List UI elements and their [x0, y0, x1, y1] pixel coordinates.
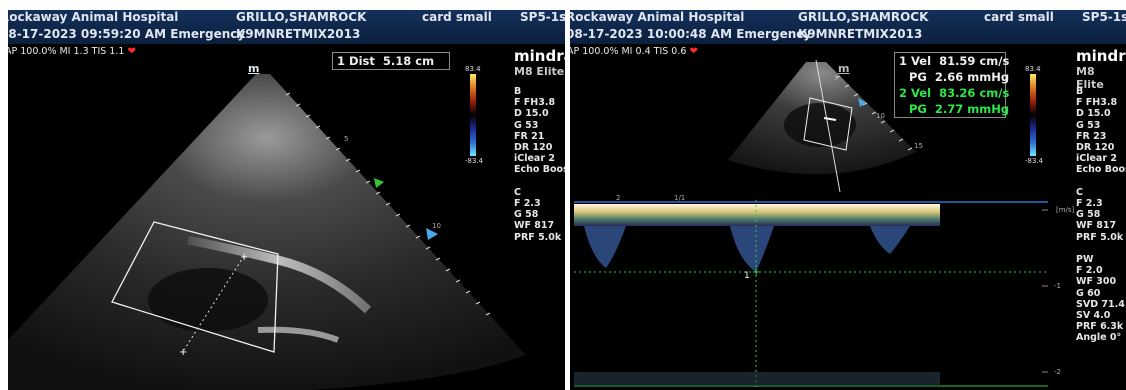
depth-mark-10: 10 — [876, 112, 885, 120]
sample-volume — [823, 117, 837, 121]
right-ultrasound-screen: Rockaway Animal Hospital GRILLO,SHAMROCK… — [570, 10, 1126, 390]
measurement-label: Dist — [349, 54, 375, 68]
meas-1-pg-value: 2.66 mmHg — [934, 70, 1010, 84]
spectral-band — [574, 204, 940, 226]
acoustic-values: AP 100.0% MI 0.4 TIS 0.6 — [570, 46, 687, 57]
heart-icon: ❤ — [127, 46, 136, 57]
doppler-scale-2: -2 — [1054, 368, 1061, 376]
meas-1-index: 1 — [899, 54, 908, 68]
measurement-index: 1 — [337, 54, 346, 68]
colorbar-max: 83.4 — [465, 65, 481, 73]
depth-mark-5: 5 — [344, 135, 349, 143]
exam-preset: card small — [422, 10, 492, 24]
colorbar-min: -83.4 — [465, 157, 484, 165]
doppler-scale-1: -1 — [1054, 282, 1061, 290]
colorbar-max: 83.4 — [1025, 65, 1041, 73]
probe-name: SP5-1s — [1082, 10, 1126, 24]
doppler-unit-label: [m/s] — [1056, 206, 1075, 214]
meas-1-value: 81.59 cm/s — [939, 54, 1010, 68]
colorbar-min: -83.4 — [1025, 157, 1044, 165]
velocity-color-bar — [470, 74, 476, 156]
brand-logo: mindray — [1076, 47, 1126, 65]
right-header-bar: Rockaway Animal Hospital GRILLO,SHAMROCK… — [570, 10, 1126, 44]
left-header-bar: Rockaway Animal Hospital GRILLO,SHAMROCK… — [8, 10, 565, 44]
system-model: M8 Elite — [1076, 65, 1104, 91]
depth-mark-15: 15 — [914, 142, 923, 150]
caliper-1-end: + — [179, 347, 187, 358]
focus-marker-icon — [374, 178, 384, 188]
acoustic-status: AP 100.0% MI 0.4 TIS 0.6 ❤ — [570, 46, 698, 57]
brand-logo: mindray — [514, 47, 565, 65]
meas-1-label: Vel — [911, 54, 932, 68]
cursor-line — [815, 59, 841, 193]
meas-1-pg-label: PG — [909, 70, 927, 84]
chamber — [148, 268, 268, 332]
sweep-mark-2: 1/1 — [674, 194, 686, 202]
sweep-mark-1: 2 — [616, 194, 621, 202]
doppler-scale-ticks — [1042, 209, 1048, 373]
hospital-name: Rockaway Animal Hospital — [570, 10, 745, 24]
meas-2-index: 2 — [899, 86, 908, 100]
color-box — [111, 221, 279, 353]
depth-mark-10: 10 — [432, 222, 441, 230]
meas-2-pg-value: 2.77 mmHg — [934, 102, 1010, 116]
meas-2-pg-label: PG — [909, 102, 927, 116]
exam-datetime: 08-17-2023 10:00:48 AM Emergency — [570, 27, 812, 41]
orientation-marker: m — [248, 62, 260, 75]
orientation-marker: m — [838, 62, 850, 75]
patient-id: K9MNRETMIX2013 — [236, 27, 361, 41]
velocity-measurement-box: 1 Vel 81.59 cm/s PG 2.66 mmHg 2 Vel 83.2… — [894, 52, 1010, 118]
acoustic-values: AP 100.0% MI 1.3 TIS 1.1 — [8, 46, 125, 57]
spectral-waveform — [574, 226, 940, 272]
meas-2-value: 83.26 cm/s — [939, 86, 1010, 100]
velocity-color-bar — [1030, 74, 1036, 156]
hospital-name: Rockaway Animal Hospital — [8, 10, 179, 24]
imaging-parameters: B F FH3.8 D 15.0 G 53 FR 23 DR 120 iClea… — [1076, 86, 1126, 344]
distance-caliper — [183, 255, 245, 351]
system-model: M8 Elite — [514, 65, 565, 78]
depth-mark-5: 5 — [834, 74, 839, 82]
color-focus-marker-icon — [858, 98, 866, 107]
color-focus-marker-icon — [426, 228, 438, 240]
caliper-1-marker: 1 — [744, 271, 750, 281]
acoustic-status: AP 100.0% MI 1.3 TIS 1.1 ❤ — [8, 46, 136, 57]
exam-preset: card small — [984, 10, 1054, 24]
probe-name: SP5-1s — [520, 10, 565, 24]
sector-fan — [8, 74, 526, 390]
baseline-noise — [574, 372, 940, 386]
measurement-value: 5.18 cm — [382, 54, 435, 68]
imaging-parameters: B F FH3.8 D 15.0 G 53 FR 21 DR 120 iClea… — [514, 86, 565, 243]
exam-datetime: 08-17-2023 09:59:20 AM Emergency — [8, 27, 246, 41]
meas-2-label: Vel — [911, 86, 932, 100]
tissue-echo-2 — [257, 326, 340, 343]
distance-measurement-box: 1 Dist 5.18 cm — [332, 52, 450, 70]
patient-id: K9MNRETMIX2013 — [798, 27, 923, 41]
heart-icon: ❤ — [689, 46, 698, 57]
chamber — [784, 103, 856, 147]
color-box — [803, 97, 853, 151]
caliper-1-start: + — [240, 252, 248, 263]
right-bmode-image — [728, 59, 916, 193]
depth-ticks — [835, 75, 913, 151]
patient-name: GRILLO,SHAMROCK — [236, 10, 367, 24]
depth-ticks — [285, 92, 491, 316]
left-bmode-image: + + — [8, 74, 526, 390]
caliper-2-marker: + — [752, 267, 760, 278]
patient-name: GRILLO,SHAMROCK — [798, 10, 929, 24]
left-ultrasound-screen: Rockaway Animal Hospital GRILLO,SHAMROCK… — [8, 10, 565, 390]
spectral-doppler-trace: 1 + — [574, 200, 1048, 390]
